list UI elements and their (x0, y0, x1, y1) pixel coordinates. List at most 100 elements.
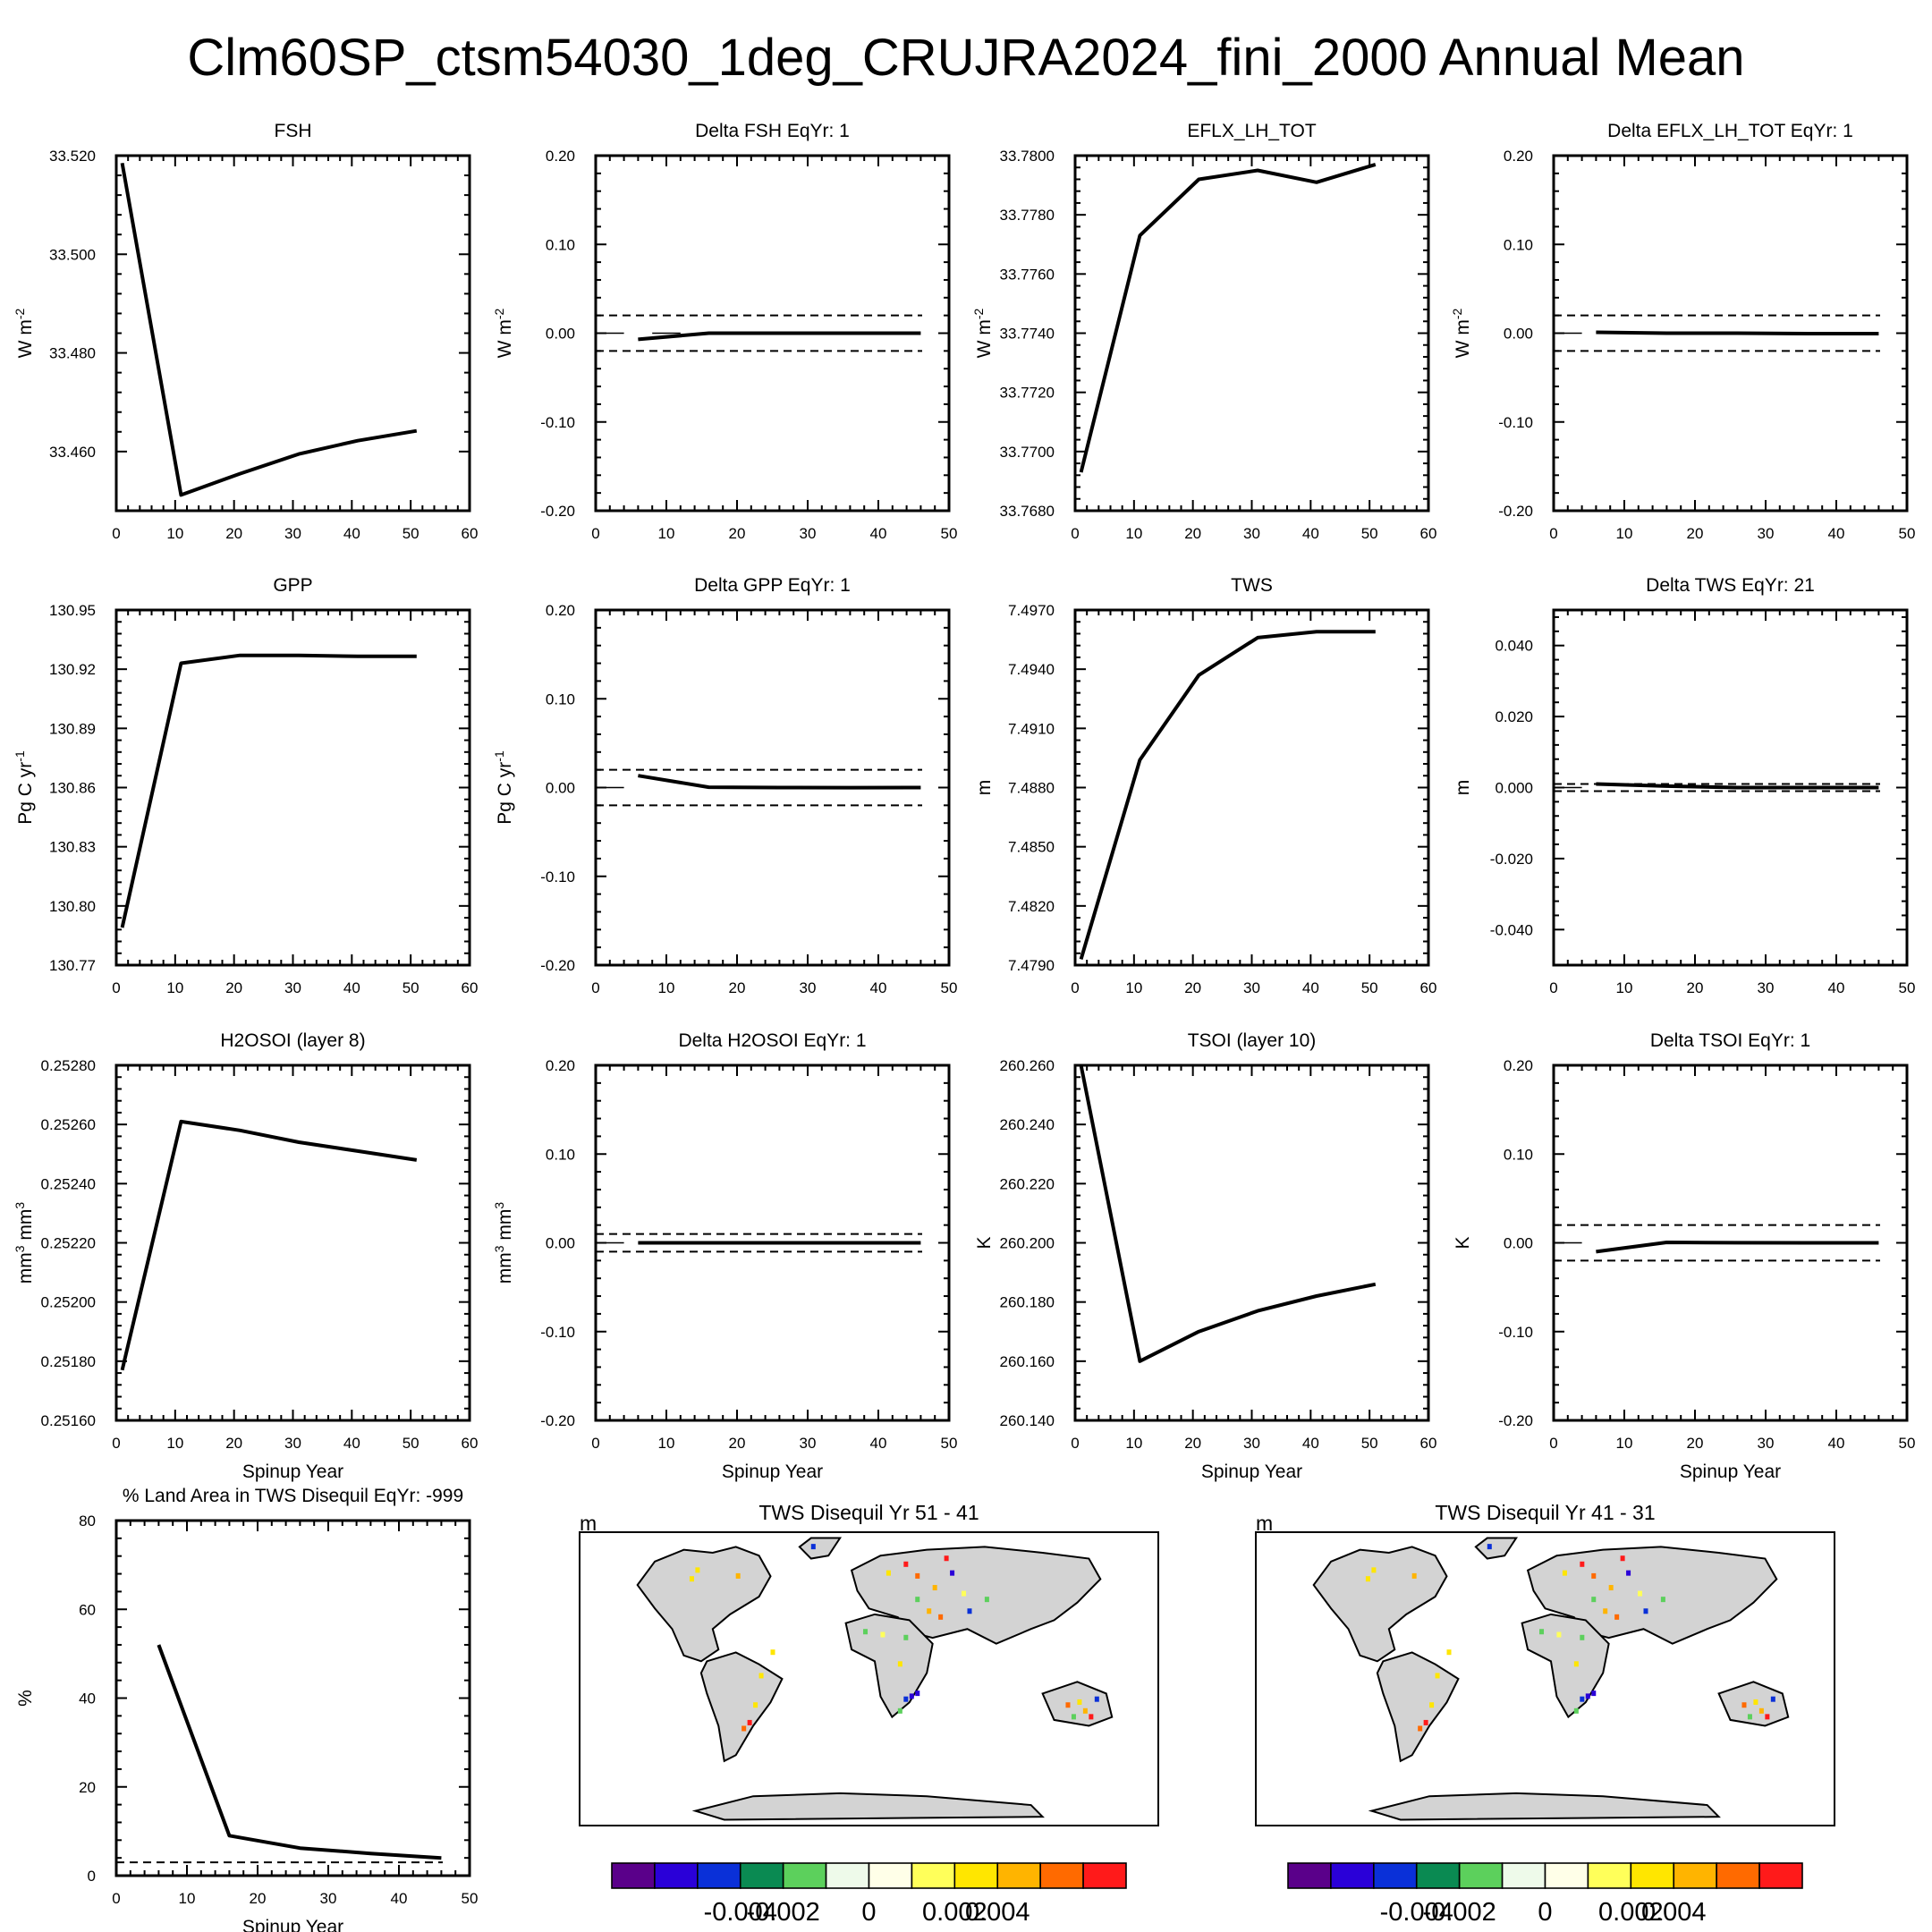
colorbar-swatch (1458, 1862, 1504, 1889)
disequil-cell (863, 1629, 869, 1635)
plot-frame (114, 608, 471, 967)
continent-shape (1528, 1546, 1776, 1643)
chart-panel-9: Delta H2OSOI EqYr: 1 0 10 20 30 40 50 -0.20 -0.1… (492, 1030, 957, 1482)
x-tick-label: 30 (1243, 979, 1260, 996)
land-masses (638, 1538, 1113, 1820)
disequil-cell (1423, 1719, 1428, 1725)
y-axis-label-text: K (974, 1236, 995, 1249)
y-tick-label: 7.4790 (1008, 957, 1055, 974)
x-axis-label: Spinup Year (242, 1917, 343, 1932)
colorbar-swatch (953, 1862, 999, 1889)
y-tick-label: 20 (79, 1779, 96, 1796)
y-tick-label: -0.10 (1498, 414, 1533, 431)
x-tick-label: 30 (800, 1435, 817, 1452)
y-tick-label: 0.25160 (41, 1412, 96, 1429)
disequil-cell (1591, 1690, 1597, 1697)
y-axis-label-text: % (15, 1690, 36, 1707)
x-tick-label: 10 (1125, 1435, 1142, 1452)
y-axis-label-part: mm (15, 1252, 36, 1284)
plot-frame (1073, 1063, 1430, 1422)
x-tick-label: 40 (870, 525, 887, 542)
colorbar-swatch (611, 1862, 656, 1889)
x-tick-label: 10 (166, 525, 183, 542)
series-line (120, 162, 418, 497)
x-tick-label: 40 (343, 979, 360, 996)
x-tick-label: 0 (1549, 979, 1557, 996)
y-tick-label: -0.10 (540, 1324, 575, 1341)
colorbar-swatch (1330, 1862, 1375, 1889)
panel-title: % Land Area in TWS Disequil EqYr: -999 (123, 1486, 463, 1506)
x-tick-label: 20 (729, 525, 746, 542)
x-tick-label: 40 (391, 1890, 408, 1907)
colorbar-swatch (1758, 1862, 1803, 1889)
x-tick-label: 60 (1420, 979, 1437, 996)
disequil-cell (1591, 1572, 1597, 1579)
disequil-cell (984, 1597, 989, 1603)
colorbar-label: -0.002 (1423, 1898, 1496, 1927)
x-axis-label: Spinup Year (242, 1462, 343, 1482)
disequil-cell (753, 1702, 758, 1708)
series-line (638, 331, 921, 342)
x-tick-label: 10 (166, 1435, 183, 1452)
y-tick-label: 7.4850 (1008, 839, 1055, 856)
colorbar-label: -0.004 (704, 1898, 777, 1927)
y-axis-label-text: Pg C yr (15, 762, 36, 825)
y-tick-label: 33.480 (49, 345, 96, 362)
x-tick-label: 40 (1302, 979, 1319, 996)
x-tick-label: 50 (402, 1435, 419, 1452)
x-tick-label: 10 (166, 979, 183, 996)
map-title: TWS Disequil Yr 41 - 31 (1435, 1501, 1655, 1524)
panel-title: TWS (1231, 575, 1273, 596)
y-tick-label: 0.00 (1504, 1235, 1533, 1252)
y-axis-label: W m-2 (492, 308, 515, 358)
colorbar-swatch (1630, 1862, 1675, 1889)
chart-panel-11: Delta TSOI EqYr: 1 0 10 20 30 40 50 -0.20 -0.10 0… (1453, 1030, 1915, 1482)
panel-title: Delta EFLX_LH_TOT EqYr: 1 (1607, 121, 1853, 141)
x-tick-label: 0 (591, 979, 599, 996)
disequil-cell (1765, 1714, 1770, 1720)
y-axis-label: m (974, 780, 995, 796)
disequil-cell (770, 1649, 775, 1656)
panel-title: H2OSOI (layer 8) (220, 1030, 365, 1051)
x-tick-label: 0 (1071, 1435, 1079, 1452)
disequil-cell (1429, 1702, 1435, 1708)
y-tick-label: 0.20 (546, 1057, 575, 1074)
series-line (120, 1119, 418, 1371)
x-tick-label: 20 (225, 979, 242, 996)
chart-panel-7: Delta TWS EqYr: 21 0 10 20 30 40 50 -0.040 -0.02… (1453, 575, 1915, 996)
x-tick-label: 60 (462, 1435, 479, 1452)
x-tick-label: 50 (1899, 525, 1916, 542)
disequil-cell (967, 1608, 972, 1614)
y-tick-label: 0.00 (546, 326, 575, 343)
disequil-cell (1620, 1555, 1625, 1562)
x-tick-label: 30 (320, 1890, 337, 1907)
x-tick-label: 0 (1549, 525, 1557, 542)
disequil-cell (1585, 1693, 1590, 1699)
x-tick-label: 60 (462, 525, 479, 542)
panel-title: GPP (273, 575, 312, 596)
y-tick-label: 80 (79, 1513, 96, 1530)
series-line (1596, 330, 1879, 335)
y-tick-label: 0.00 (546, 1235, 575, 1252)
y-axis-label-sup: -1 (492, 750, 506, 762)
disequil-cell (915, 1572, 920, 1579)
colorbar-swatch (911, 1862, 956, 1889)
y-tick-label: 33.7800 (1000, 148, 1055, 165)
y-axis-label-part: mm (495, 1209, 515, 1246)
disequil-cell (915, 1690, 920, 1697)
x-tick-label: 30 (284, 979, 301, 996)
x-tick-label: 50 (1361, 979, 1378, 996)
y-tick-label: 260.240 (1000, 1116, 1055, 1133)
x-axis-label: Spinup Year (1680, 1462, 1781, 1482)
disequil-cell (1580, 1696, 1585, 1702)
y-tick-label: -0.10 (1498, 1324, 1533, 1341)
y-tick-label: 0.040 (1495, 638, 1533, 655)
x-tick-label: 20 (1184, 979, 1201, 996)
y-tick-label: 0.00 (1504, 326, 1533, 343)
colorbar-swatch (1082, 1862, 1127, 1889)
disequil-cell (1065, 1702, 1071, 1708)
disequil-cell (909, 1693, 914, 1699)
y-tick-label: 40 (79, 1690, 96, 1707)
x-tick-label: 20 (729, 1435, 746, 1452)
